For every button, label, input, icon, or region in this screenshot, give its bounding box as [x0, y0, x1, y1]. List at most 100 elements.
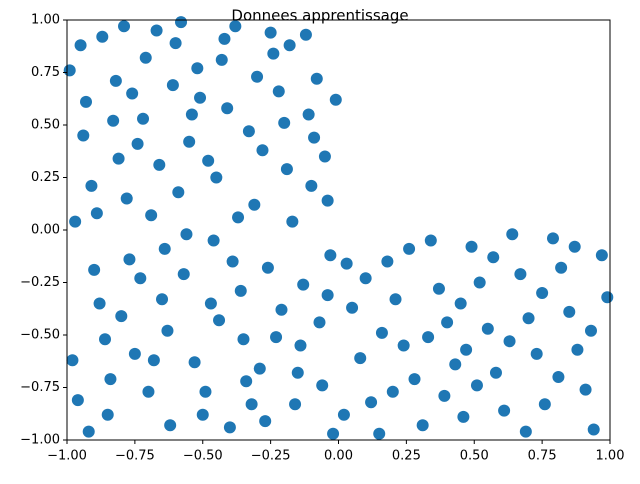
point	[555, 261, 568, 274]
x-tick-label: −0.75	[115, 449, 155, 464]
point	[153, 158, 166, 171]
point	[66, 354, 79, 367]
point	[115, 310, 128, 323]
point	[571, 343, 584, 356]
point	[69, 215, 82, 228]
point	[438, 389, 451, 402]
point	[156, 293, 169, 306]
point	[226, 255, 239, 268]
point	[308, 131, 321, 144]
point	[481, 322, 494, 335]
point	[424, 234, 437, 247]
point	[240, 375, 253, 388]
point	[251, 70, 264, 83]
y-tick-label: 0.00	[31, 223, 60, 238]
point	[242, 125, 255, 138]
point	[147, 354, 160, 367]
point	[270, 331, 283, 344]
point	[109, 74, 122, 87]
point	[579, 383, 592, 396]
point	[237, 333, 250, 346]
x-tick-label: 0.50	[460, 449, 489, 464]
point	[324, 249, 337, 262]
point	[218, 32, 231, 45]
point	[112, 152, 125, 165]
point	[202, 154, 215, 167]
point	[213, 314, 226, 327]
point	[403, 242, 416, 255]
point	[90, 207, 103, 220]
point	[305, 179, 318, 192]
y-tick-label: 0.75	[31, 65, 60, 80]
point	[278, 116, 291, 129]
point	[587, 423, 600, 436]
point	[340, 257, 353, 270]
point	[432, 282, 445, 295]
point	[134, 272, 147, 285]
point	[169, 37, 182, 50]
point	[229, 20, 242, 33]
point	[137, 112, 150, 125]
point	[88, 263, 101, 276]
y-tick-label: −0.25	[20, 275, 60, 290]
y-tick-label: 0.25	[31, 170, 60, 185]
point	[441, 316, 454, 329]
point	[267, 47, 280, 60]
point	[465, 240, 478, 253]
point	[80, 95, 93, 108]
point	[93, 297, 106, 310]
point	[139, 51, 152, 64]
point	[552, 371, 565, 383]
point	[180, 228, 193, 241]
point	[321, 289, 334, 302]
point	[177, 268, 190, 281]
point	[386, 385, 399, 398]
point	[196, 408, 209, 421]
point	[291, 366, 304, 379]
point	[256, 144, 269, 157]
point	[158, 242, 171, 255]
point	[280, 163, 293, 176]
point	[264, 26, 277, 39]
point	[416, 419, 429, 432]
point	[601, 291, 614, 304]
point	[503, 335, 516, 348]
point	[185, 108, 198, 121]
point	[175, 16, 188, 29]
point	[126, 87, 139, 100]
point	[536, 287, 549, 299]
point	[232, 211, 245, 224]
point	[530, 347, 543, 360]
x-tick-label: 0.75	[528, 449, 557, 464]
point	[101, 408, 114, 421]
point	[82, 425, 95, 438]
x-tick-label: 0.00	[324, 449, 353, 464]
point	[389, 293, 402, 306]
point	[183, 135, 196, 148]
point	[204, 297, 217, 310]
point	[337, 408, 350, 421]
point	[460, 343, 473, 356]
point	[408, 373, 421, 386]
point	[234, 284, 247, 297]
x-tick-label: −0.50	[183, 449, 223, 464]
point	[310, 72, 323, 85]
point	[297, 278, 310, 291]
points	[63, 16, 614, 440]
point	[199, 385, 212, 398]
point	[346, 301, 359, 314]
point	[487, 251, 500, 264]
x-tick-label: 0.25	[392, 449, 421, 464]
point	[207, 234, 220, 247]
point	[142, 385, 155, 398]
point	[289, 398, 302, 411]
point	[245, 398, 258, 411]
point	[191, 62, 204, 75]
y-tick-label: −0.75	[20, 380, 60, 395]
point	[286, 215, 299, 228]
point	[259, 415, 272, 428]
point	[506, 228, 519, 241]
point	[248, 198, 261, 211]
point	[261, 261, 274, 274]
y-tick-label: −1.00	[20, 433, 60, 448]
